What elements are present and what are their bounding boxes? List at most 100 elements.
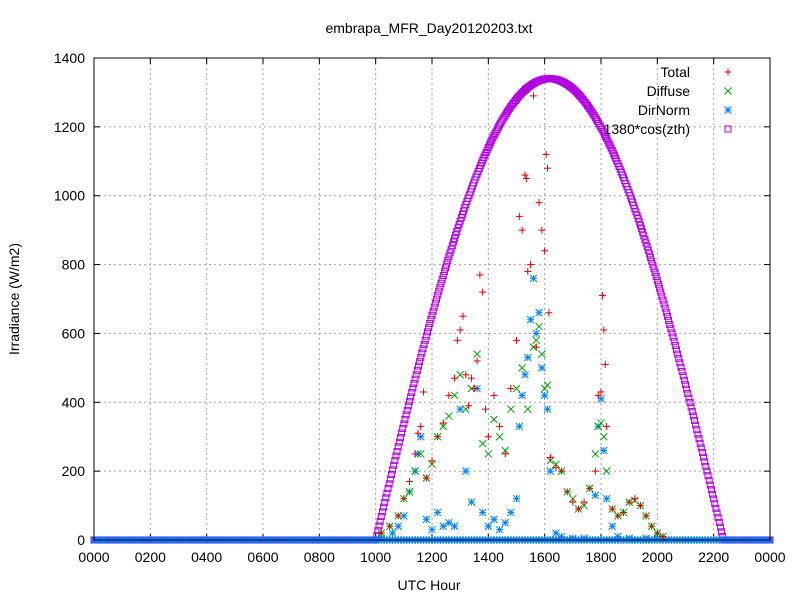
dirnorm-point: [535, 308, 543, 317]
total-point: [586, 484, 594, 492]
dirnorm-point: [388, 529, 397, 537]
diffuse-point: [597, 419, 605, 427]
dirnorm-point: [614, 532, 622, 541]
model-point: [711, 500, 719, 508]
model-point: [648, 257, 656, 265]
total-point: [543, 164, 551, 172]
model-point: [652, 272, 660, 280]
total-point: [456, 326, 464, 334]
model-point: [715, 518, 723, 526]
model-point: [695, 435, 703, 443]
model-point: [707, 486, 715, 494]
model-point: [438, 275, 446, 283]
model-point: [684, 390, 692, 398]
diffuse-point: [532, 336, 541, 345]
dirnorm-point: [625, 534, 634, 543]
total-point: [598, 292, 606, 300]
chart-title: embrapa_MFR_Day20120203.txt: [325, 20, 532, 36]
diffuse-point: [535, 322, 543, 331]
dirnorm-point: [512, 494, 521, 503]
model-point: [422, 332, 430, 340]
model-point: [442, 264, 450, 272]
total-point: [422, 474, 430, 482]
legend-marker: [724, 125, 732, 133]
model-point: [384, 484, 392, 492]
dirnorm-point: [394, 522, 403, 531]
total-point: [394, 512, 402, 520]
model-point: [444, 256, 452, 264]
total-point: [620, 508, 628, 516]
total-point: [563, 488, 571, 496]
model-point: [408, 388, 416, 396]
total-point: [597, 388, 605, 396]
total-point: [377, 529, 385, 537]
model-point: [667, 325, 675, 333]
model-point: [704, 472, 712, 480]
total-point: [400, 495, 408, 503]
total-point: [636, 502, 644, 510]
legend: Total Diffuse DirNorm 1380*cos(zth): [604, 64, 732, 137]
model-point: [412, 371, 420, 379]
model-point: [680, 376, 688, 384]
model-point: [443, 260, 451, 268]
model-point: [490, 132, 498, 140]
model-point: [395, 438, 403, 446]
model-point: [485, 141, 493, 149]
diffuse-point: [445, 412, 453, 420]
y-tick-label: 600: [62, 325, 86, 341]
model-point: [390, 461, 398, 469]
model-point: [675, 354, 683, 362]
model-point: [693, 426, 701, 434]
series-total: [377, 92, 667, 541]
model-point: [398, 429, 406, 437]
model-point: [377, 513, 385, 521]
y-tick-label: 200: [62, 463, 86, 479]
model-point: [689, 412, 697, 420]
model-point: [426, 320, 434, 328]
y-tick-label: 1000: [54, 188, 85, 204]
model-point: [400, 420, 408, 428]
dirnorm-point: [445, 518, 453, 527]
dirnorm-point: [467, 498, 476, 506]
model-point: [706, 481, 714, 489]
model-point: [399, 424, 407, 432]
model-point: [430, 303, 438, 311]
total-point: [552, 464, 560, 472]
model-point: [439, 272, 447, 280]
total-point: [484, 433, 492, 441]
model-point: [394, 443, 402, 451]
model-point: [436, 283, 444, 291]
model-point: [423, 328, 431, 336]
model-point: [404, 402, 412, 410]
total-point: [490, 391, 498, 399]
total-point: [648, 522, 656, 530]
model-point: [697, 444, 705, 452]
total-point: [659, 533, 667, 541]
model-point: [419, 345, 427, 353]
model-point: [447, 245, 455, 253]
diffuse-point: [416, 450, 425, 458]
dirnorm-point: [478, 508, 487, 517]
model-point: [418, 349, 426, 357]
model-point: [489, 134, 497, 142]
diffuse-point: [518, 364, 526, 372]
model-point: [383, 489, 391, 497]
total-point: [535, 199, 543, 207]
model-point: [671, 342, 679, 350]
diffuse-point: [456, 370, 465, 379]
model-point: [431, 299, 439, 307]
model-point: [386, 475, 394, 483]
diffuse-point: [537, 350, 546, 358]
total-point: [569, 498, 577, 506]
dirnorm-point: [523, 353, 532, 362]
legend-label: Total: [660, 64, 690, 80]
model-point: [716, 523, 724, 531]
model-point: [685, 394, 693, 402]
diffuse-point: [602, 467, 611, 475]
dirnorm-point: [642, 534, 650, 543]
model-point: [417, 353, 425, 361]
model-point: [440, 268, 448, 276]
dirnorm-point: [602, 494, 611, 503]
